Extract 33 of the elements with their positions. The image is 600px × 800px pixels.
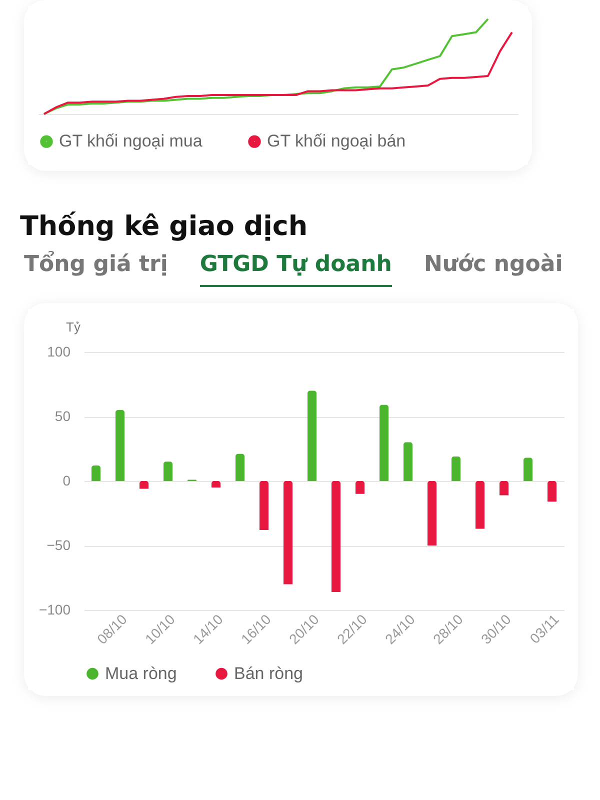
bar — [428, 481, 436, 546]
bar — [284, 481, 292, 584]
bar — [260, 481, 268, 530]
bar — [212, 481, 220, 488]
bar — [332, 481, 340, 592]
bar — [548, 481, 556, 502]
y-tick-label: 0 — [62, 472, 71, 488]
bar — [164, 462, 172, 481]
bar — [380, 404, 388, 481]
bar — [500, 481, 508, 496]
bar — [356, 481, 364, 494]
legend-label: Bán ròng — [234, 664, 303, 683]
y-tick-label: 100 — [47, 344, 71, 360]
bar — [116, 410, 124, 481]
text: GTGD Tự doanh — [200, 252, 392, 287]
bar — [524, 458, 532, 481]
bar — [236, 454, 244, 481]
y-tick-label: −50 — [46, 537, 71, 553]
bar — [476, 481, 484, 529]
legend-label: GT khối ngoại mua — [59, 132, 203, 151]
bar — [452, 456, 460, 481]
text: Nước ngoài — [424, 252, 563, 279]
legend-label: GT khối ngoại bán — [267, 132, 406, 151]
y-axis-title: Tỷ — [66, 320, 81, 334]
bar — [92, 466, 100, 481]
legend-label: Mua ròng — [105, 664, 177, 683]
chart-title: Thống kê giao dịch — [20, 211, 309, 242]
y-tick-label: 50 — [54, 408, 71, 424]
bar — [308, 390, 316, 481]
y-tick-label: −100 — [38, 602, 71, 618]
bar — [404, 442, 412, 481]
text: Tổng giá trị — [24, 252, 168, 279]
bar — [140, 481, 148, 489]
